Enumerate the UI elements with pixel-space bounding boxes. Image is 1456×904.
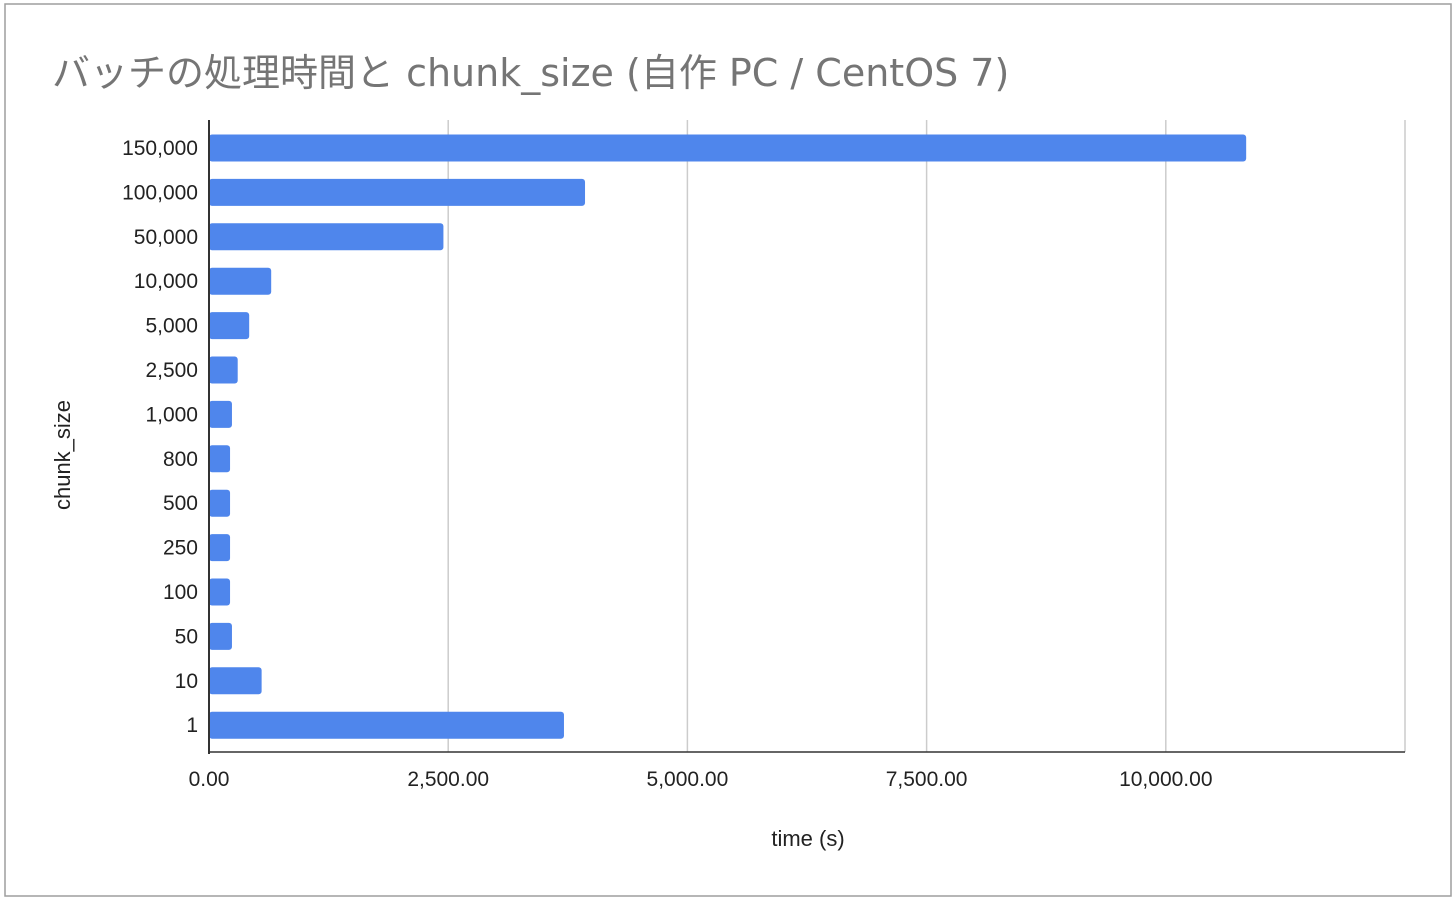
y-tick-label-5000: 5,000 xyxy=(145,315,198,338)
y-tick-label-100: 100 xyxy=(163,581,198,604)
y-tick-label-10000: 10,000 xyxy=(134,270,198,293)
bar-2500 xyxy=(209,356,238,384)
y-tick-label-1: 1 xyxy=(186,714,198,737)
y-tick-label-50000: 50,000 xyxy=(134,226,198,249)
bar-1 xyxy=(209,711,564,739)
bar-500 xyxy=(209,489,231,517)
bar-100 xyxy=(209,578,231,606)
x-tick-label-1: 2,500.00 xyxy=(407,768,489,791)
y-axis-title: chunk_size xyxy=(50,400,75,510)
bars xyxy=(209,134,1247,739)
bar-50000 xyxy=(209,223,444,251)
bar-250 xyxy=(209,534,231,562)
y-tick-label-10: 10 xyxy=(175,670,198,693)
y-tick-label-500: 500 xyxy=(163,492,198,515)
x-tick-label-3: 7,500.00 xyxy=(886,768,968,791)
y-tick-label-800: 800 xyxy=(163,448,198,471)
y-tick-label-100000: 100,000 xyxy=(122,181,198,204)
tick-labels: 150,000 100,000 50,000 10,000 5,000 2,500 1,00… xyxy=(122,137,1212,791)
x-axis-title: time (s) xyxy=(771,826,844,851)
bar-10000 xyxy=(209,267,272,295)
x-tick-label-4: 10,000.00 xyxy=(1119,768,1212,791)
y-tick-label-150000: 150,000 xyxy=(122,137,198,160)
bar-50 xyxy=(209,622,232,650)
bar-5000 xyxy=(209,312,250,340)
axes xyxy=(208,120,1405,754)
gridlines xyxy=(447,120,1406,752)
bar-100000 xyxy=(209,178,586,206)
x-tick-label-2: 5,000.00 xyxy=(647,768,729,791)
chart-border xyxy=(4,3,1452,897)
bar-150000 xyxy=(209,134,1247,162)
bar-10 xyxy=(209,667,262,695)
y-tick-label-2500: 2,500 xyxy=(145,359,198,382)
y-tick-label-1000: 1,000 xyxy=(145,403,198,426)
x-tick-label-0: 0.00 xyxy=(189,768,230,791)
bar-800 xyxy=(209,445,231,473)
spreadsheet-backdrop xyxy=(4,3,1452,897)
y-tick-label-50: 50 xyxy=(175,625,198,648)
chart-title: バッチの処理時間と chunk_size (自作 PC / CentOS 7) xyxy=(52,51,1010,95)
bar-1000 xyxy=(209,400,232,428)
y-tick-label-250: 250 xyxy=(163,537,198,560)
